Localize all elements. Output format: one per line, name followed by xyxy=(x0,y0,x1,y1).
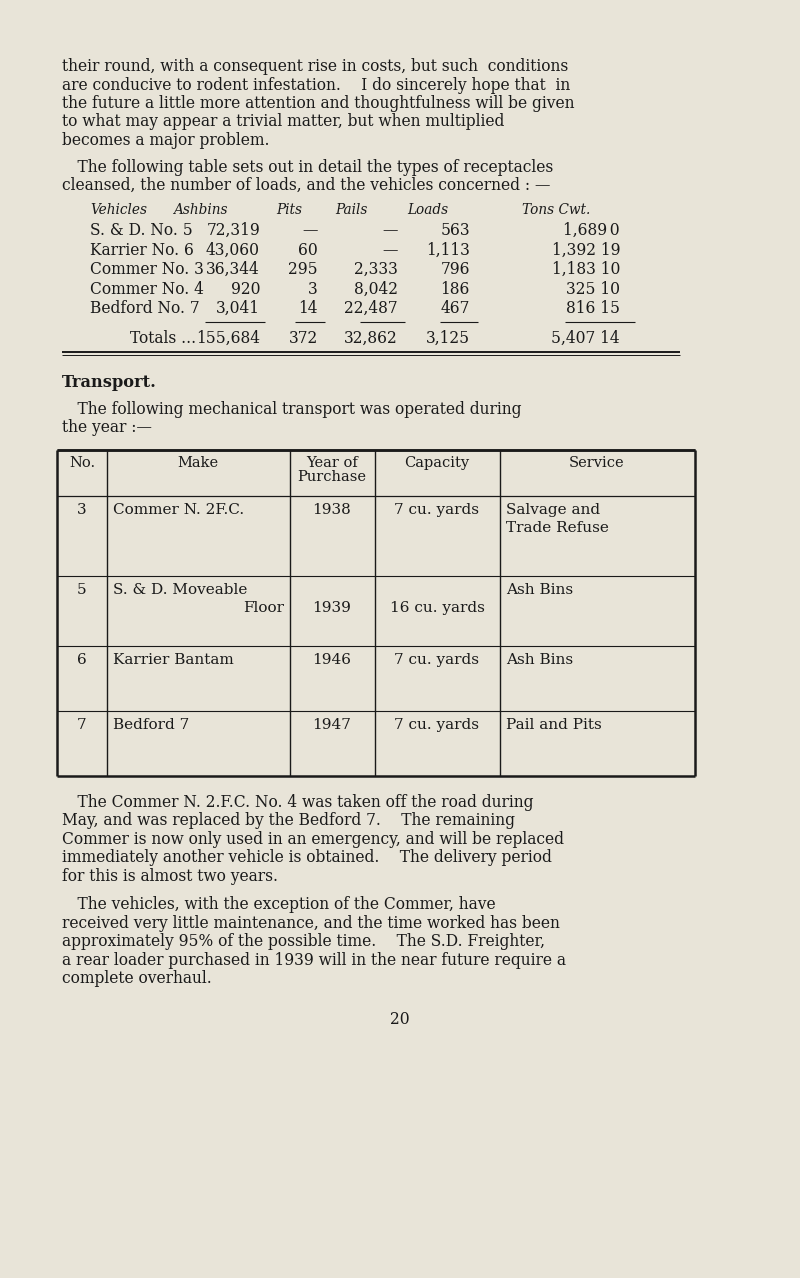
Text: Make: Make xyxy=(178,456,218,469)
Text: Bedford 7: Bedford 7 xyxy=(113,718,190,732)
Text: 1938: 1938 xyxy=(313,504,351,518)
Text: 32,862: 32,862 xyxy=(344,330,398,346)
Text: Salvage and: Salvage and xyxy=(506,504,600,518)
Text: 7 cu. yards: 7 cu. yards xyxy=(394,504,479,518)
Text: 1,183 10: 1,183 10 xyxy=(552,261,620,279)
Text: received very little maintenance, and the time worked has been: received very little maintenance, and th… xyxy=(62,915,560,932)
Text: 2,333: 2,333 xyxy=(354,261,398,279)
Text: 7 cu. yards: 7 cu. yards xyxy=(394,718,479,732)
Text: 186: 186 xyxy=(441,281,470,298)
Text: 6: 6 xyxy=(77,653,87,667)
Text: 5: 5 xyxy=(77,583,87,597)
Text: 563: 563 xyxy=(440,222,470,239)
Text: 20: 20 xyxy=(390,1011,410,1028)
Text: Totals ...: Totals ... xyxy=(130,330,196,346)
Text: 1946: 1946 xyxy=(313,653,351,667)
Text: 14: 14 xyxy=(298,300,318,317)
Text: 796: 796 xyxy=(441,261,470,279)
Text: Karrier Bantam: Karrier Bantam xyxy=(113,653,234,667)
Text: Pails: Pails xyxy=(336,203,368,217)
Text: The following mechanical transport was operated during: The following mechanical transport was o… xyxy=(62,400,522,418)
Text: for this is almost two years.: for this is almost two years. xyxy=(62,868,278,884)
Text: Pail and Pits: Pail and Pits xyxy=(506,718,602,732)
Text: Commer No. 3: Commer No. 3 xyxy=(90,261,204,279)
Text: 72,319: 72,319 xyxy=(206,222,260,239)
Text: complete overhaul.: complete overhaul. xyxy=(62,970,212,988)
Text: 16 cu. yards: 16 cu. yards xyxy=(390,602,485,616)
Text: 816 15: 816 15 xyxy=(566,300,620,317)
Text: Capacity: Capacity xyxy=(405,456,470,469)
Text: 1947: 1947 xyxy=(313,718,351,732)
Text: —: — xyxy=(382,222,398,239)
Text: 7 cu. yards: 7 cu. yards xyxy=(394,653,479,667)
Text: Vehicles: Vehicles xyxy=(90,203,147,217)
Text: 3: 3 xyxy=(308,281,318,298)
Text: Commer N. 2F.C.: Commer N. 2F.C. xyxy=(113,504,244,518)
Text: Ashbins: Ashbins xyxy=(174,203,228,217)
Text: Floor: Floor xyxy=(243,602,284,616)
Text: 467: 467 xyxy=(441,300,470,317)
Text: —: — xyxy=(382,242,398,258)
Text: 155,684: 155,684 xyxy=(196,330,260,346)
Text: a rear loader purchased in 1939 will in the near future require a: a rear loader purchased in 1939 will in … xyxy=(62,952,566,969)
Text: their round, with a consequent rise in costs, but such  conditions: their round, with a consequent rise in c… xyxy=(62,58,568,75)
Text: 3,125: 3,125 xyxy=(426,330,470,346)
Text: 43,060: 43,060 xyxy=(206,242,260,258)
Text: 8,042: 8,042 xyxy=(354,281,398,298)
Text: Commer is now only used in an emergency, and will be replaced: Commer is now only used in an emergency,… xyxy=(62,831,564,849)
Text: Purchase: Purchase xyxy=(298,470,366,484)
Text: Ash Bins: Ash Bins xyxy=(506,583,573,597)
Text: Trade Refuse: Trade Refuse xyxy=(506,521,609,535)
Text: the year :—: the year :— xyxy=(62,419,152,436)
Text: 295: 295 xyxy=(288,261,318,279)
Text: Ash Bins: Ash Bins xyxy=(506,653,573,667)
Text: No.: No. xyxy=(69,456,95,469)
Text: becomes a major problem.: becomes a major problem. xyxy=(62,132,270,150)
Text: to what may appear a trivial matter, but when multiplied: to what may appear a trivial matter, but… xyxy=(62,114,504,130)
Text: The Commer N. 2.F.C. No. 4 was taken off the road during: The Commer N. 2.F.C. No. 4 was taken off… xyxy=(62,794,534,812)
Text: approximately 95% of the possible time.  The S.D. Freighter,: approximately 95% of the possible time. … xyxy=(62,933,545,951)
Text: 7: 7 xyxy=(77,718,87,732)
Text: Transport.: Transport. xyxy=(62,374,157,391)
Text: S. & D. No. 5: S. & D. No. 5 xyxy=(90,222,193,239)
Text: 325 10: 325 10 xyxy=(566,281,620,298)
Text: are conducive to rodent infestation.  I do sincerely hope that  in: are conducive to rodent infestation. I d… xyxy=(62,77,570,93)
Text: 920: 920 xyxy=(230,281,260,298)
Text: S. & D. Moveable: S. & D. Moveable xyxy=(113,583,247,597)
Text: 60: 60 xyxy=(298,242,318,258)
Text: The following table sets out in detail the types of receptacles: The following table sets out in detail t… xyxy=(62,158,554,175)
Text: Year of: Year of xyxy=(306,456,358,469)
Text: 372: 372 xyxy=(289,330,318,346)
Text: Karrier No. 6: Karrier No. 6 xyxy=(90,242,194,258)
Text: 5,407 14: 5,407 14 xyxy=(551,330,620,346)
Text: 36,344: 36,344 xyxy=(206,261,260,279)
Text: 1,113: 1,113 xyxy=(426,242,470,258)
Text: —: — xyxy=(302,222,318,239)
Text: Commer No. 4: Commer No. 4 xyxy=(90,281,204,298)
Text: May, and was replaced by the Bedford 7.  The remaining: May, and was replaced by the Bedford 7. … xyxy=(62,813,515,829)
Text: cleansed, the number of loads, and the vehicles concerned : —: cleansed, the number of loads, and the v… xyxy=(62,176,550,194)
Text: Loads: Loads xyxy=(407,203,448,217)
Text: 1,392 19: 1,392 19 xyxy=(551,242,620,258)
Text: 1,689 0: 1,689 0 xyxy=(563,222,620,239)
Text: 1939: 1939 xyxy=(313,602,351,616)
Text: 3,041: 3,041 xyxy=(216,300,260,317)
Text: Tons Cwt.: Tons Cwt. xyxy=(522,203,590,217)
Text: Service: Service xyxy=(569,456,625,469)
Text: Pits: Pits xyxy=(276,203,302,217)
Text: the future a little more attention and thoughtfulness will be given: the future a little more attention and t… xyxy=(62,95,574,112)
Text: immediately another vehicle is obtained.  The delivery period: immediately another vehicle is obtained.… xyxy=(62,850,552,866)
Text: Bedford No. 7: Bedford No. 7 xyxy=(90,300,200,317)
Text: 3: 3 xyxy=(77,504,87,518)
Text: The vehicles, with the exception of the Commer, have: The vehicles, with the exception of the … xyxy=(62,896,496,914)
Text: 22,487: 22,487 xyxy=(344,300,398,317)
